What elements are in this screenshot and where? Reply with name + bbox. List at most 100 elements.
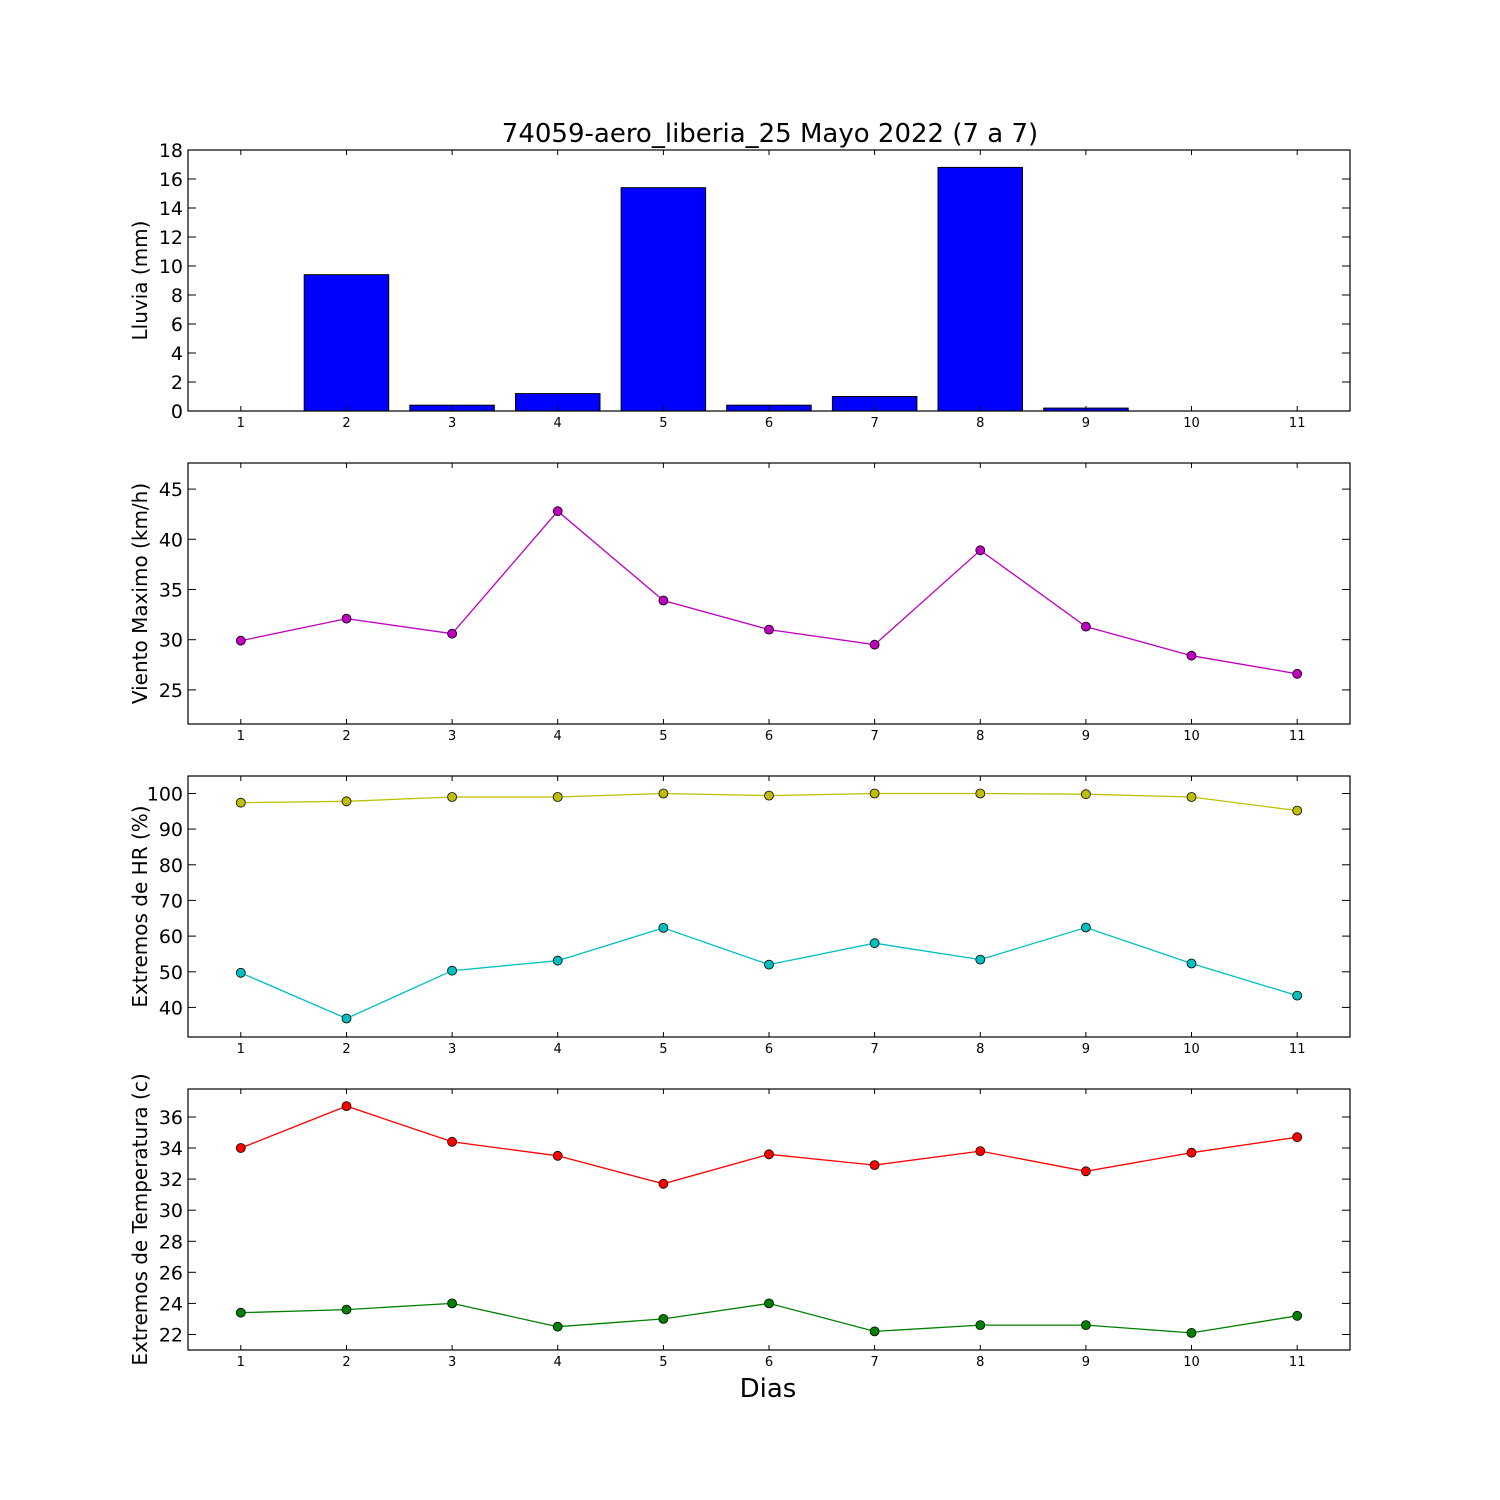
- data-point: [447, 792, 458, 802]
- data-point: [764, 1298, 774, 1309]
- x-tick-label: 10: [1183, 416, 1200, 431]
- x-tick-label: 8: [976, 729, 984, 744]
- data-point: [1186, 958, 1197, 969]
- data-point: [975, 954, 986, 965]
- x-tick-label: 2: [342, 1355, 350, 1370]
- y-tick-label: 35: [159, 580, 183, 602]
- y-tick-label: 14: [159, 198, 183, 220]
- y-tick-label: 45: [159, 479, 183, 501]
- series-line: [240, 1105, 1298, 1185]
- y-tick-label: 22: [159, 1325, 183, 1347]
- y-tick-label: 28: [159, 1231, 183, 1253]
- x-tick-label: 7: [870, 416, 878, 431]
- data-point: [235, 967, 246, 978]
- x-tick-label: 1: [237, 1042, 245, 1057]
- data-point: [1081, 789, 1091, 800]
- data-point: [869, 788, 880, 799]
- y-tick-label: 50: [159, 962, 183, 984]
- data-point: [658, 1178, 669, 1189]
- x-tick-label: 3: [448, 1355, 456, 1370]
- x-tick-label: 8: [976, 1355, 984, 1370]
- data-point: [1186, 650, 1197, 661]
- y-tick-label: 70: [159, 890, 183, 912]
- x-tick-label: 6: [765, 1355, 773, 1370]
- y-tick-label: 34: [159, 1138, 183, 1160]
- y-tick-label: 40: [159, 529, 183, 551]
- y-tick-label: 90: [159, 819, 183, 841]
- x-tick-label: 6: [765, 416, 773, 431]
- data-point: [235, 1307, 246, 1318]
- x-tick-label: 5: [659, 1355, 667, 1370]
- y-tick-label: 36: [159, 1107, 183, 1129]
- y-tick-label: 6: [171, 314, 183, 336]
- data-point: [869, 1160, 880, 1170]
- y-tick-label: 30: [159, 630, 183, 652]
- data-point: [975, 788, 986, 799]
- y-tick-label: 32: [159, 1169, 183, 1191]
- x-tick-label: 7: [870, 729, 878, 744]
- data-point: [552, 955, 563, 966]
- x-tick-label: 10: [1183, 1042, 1200, 1057]
- data-point: [341, 1101, 352, 1111]
- data-point: [447, 965, 458, 976]
- x-tick-label: 6: [765, 729, 773, 744]
- data-point: [975, 1320, 986, 1330]
- data-point: [869, 639, 880, 650]
- y-tick-label: 80: [159, 855, 183, 877]
- data-point: [1186, 1328, 1197, 1338]
- y-tick-label: 2: [171, 372, 183, 394]
- x-tick-label: 4: [554, 1042, 562, 1057]
- x-tick-label: 8: [976, 1042, 984, 1057]
- data-point: [658, 923, 669, 933]
- series-line: [240, 926, 1298, 1020]
- data-point: [447, 1136, 458, 1147]
- plot-frame: [187, 462, 1351, 725]
- data-point: [869, 1326, 880, 1337]
- x-tick-label: 4: [554, 416, 562, 431]
- data-point: [975, 1146, 986, 1156]
- data-point: [1186, 1147, 1197, 1158]
- data-point: [341, 1304, 352, 1315]
- x-tick-label: 5: [659, 729, 667, 744]
- x-tick-label: 11: [1289, 416, 1306, 431]
- x-tick-label: 4: [554, 729, 562, 744]
- x-tick-label: 1: [237, 729, 245, 744]
- x-tick-label: 2: [342, 1042, 350, 1057]
- data-point: [1186, 792, 1197, 802]
- data-point: [764, 959, 774, 970]
- series-line: [240, 510, 1298, 675]
- data-point: [552, 506, 563, 517]
- x-tick-label: 9: [1082, 1042, 1090, 1057]
- x-tick-label: 7: [870, 1355, 878, 1370]
- data-point: [1292, 990, 1303, 1001]
- x-tick-label: 11: [1289, 1042, 1306, 1057]
- x-tick-label: 10: [1183, 1355, 1200, 1370]
- bar: [937, 166, 1023, 412]
- y-axis-label: Viento Maximo (km/h): [128, 483, 152, 704]
- x-tick-label: 3: [448, 1042, 456, 1057]
- x-tick-label: 1: [237, 416, 245, 431]
- x-tick-label: 6: [765, 1042, 773, 1057]
- data-point: [447, 1298, 458, 1309]
- x-axis-label: Dias: [740, 1374, 797, 1404]
- y-tick-label: 18: [159, 140, 183, 162]
- y-tick-label: 0: [171, 401, 183, 423]
- data-point: [341, 613, 352, 624]
- x-tick-label: 8: [976, 416, 984, 431]
- y-tick-label: 4: [171, 343, 183, 365]
- data-point: [235, 635, 246, 646]
- y-tick-label: 10: [159, 256, 183, 278]
- data-point: [1081, 621, 1091, 632]
- y-tick-label: 25: [159, 680, 183, 702]
- data-point: [1292, 805, 1303, 816]
- y-tick-label: 60: [159, 926, 183, 948]
- x-tick-label: 9: [1082, 416, 1090, 431]
- data-point: [764, 790, 774, 801]
- x-tick-label: 11: [1289, 1355, 1306, 1370]
- y-tick-label: 30: [159, 1200, 183, 1222]
- data-point: [658, 1314, 669, 1324]
- y-tick-label: 8: [171, 285, 183, 307]
